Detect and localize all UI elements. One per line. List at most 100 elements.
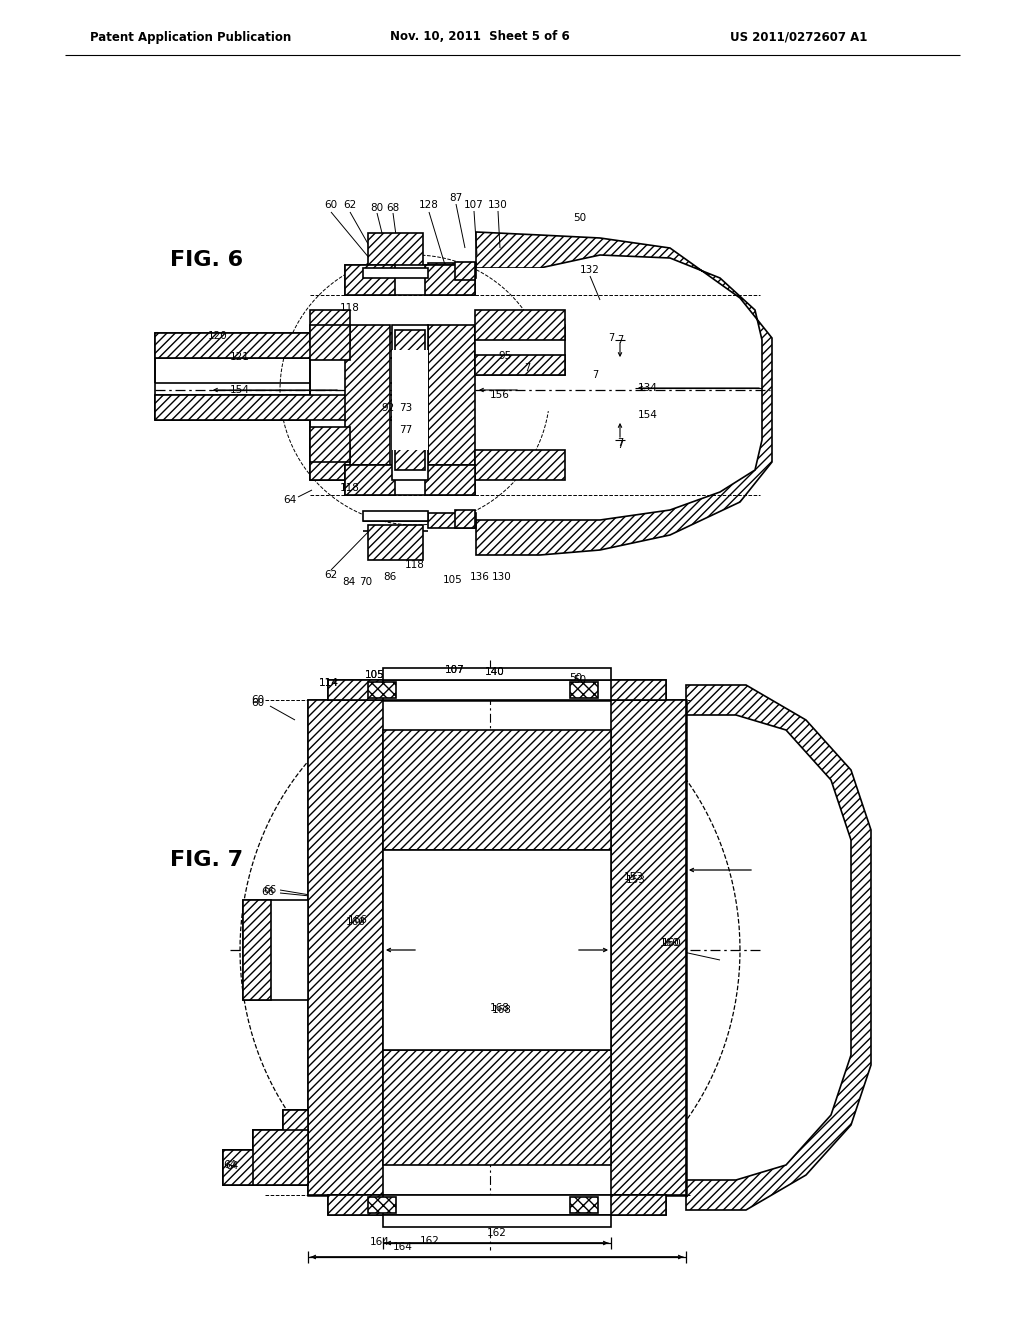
Text: 7: 7	[524, 363, 530, 374]
Bar	[476, 268, 566, 510]
Text: 87: 87	[450, 193, 463, 203]
Text: 114: 114	[319, 678, 339, 688]
Text: 84: 84	[342, 577, 355, 587]
Text: 164: 164	[393, 1242, 413, 1251]
Bar	[362, 511, 428, 521]
Bar	[310, 310, 350, 345]
Text: 132: 132	[580, 265, 600, 275]
Polygon shape	[223, 1110, 308, 1185]
Bar	[223, 1150, 308, 1185]
Text: 7: 7	[608, 333, 614, 343]
Bar	[243, 900, 271, 1001]
Text: 107: 107	[445, 665, 465, 675]
Text: 120: 120	[208, 331, 228, 341]
Bar	[475, 355, 565, 375]
Bar	[345, 265, 395, 294]
Text: 118: 118	[406, 560, 425, 570]
Text: 50: 50	[573, 675, 587, 685]
Bar	[310, 445, 350, 480]
Bar	[455, 261, 475, 280]
Bar	[310, 325, 350, 360]
Text: 107: 107	[464, 201, 484, 210]
Text: 114: 114	[319, 678, 339, 688]
Text: 50: 50	[573, 213, 587, 223]
Bar	[570, 1197, 598, 1213]
Text: 162: 162	[420, 1236, 440, 1246]
Text: 62: 62	[325, 570, 338, 579]
Text: 140: 140	[485, 667, 505, 677]
Text: 130: 130	[488, 201, 508, 210]
Bar	[310, 426, 350, 462]
Bar	[383, 668, 611, 680]
Bar	[328, 680, 666, 700]
Text: 73: 73	[399, 403, 413, 413]
Text: 153: 153	[624, 873, 644, 882]
Bar	[253, 1130, 308, 1185]
Bar	[455, 510, 475, 528]
Text: FIG. 7: FIG. 7	[170, 850, 243, 870]
Bar	[611, 700, 686, 1195]
Text: 105: 105	[366, 671, 385, 680]
Text: 7: 7	[592, 370, 598, 380]
Bar	[368, 1197, 396, 1213]
Text: 166: 166	[348, 915, 368, 925]
Bar	[328, 680, 383, 700]
Text: 168: 168	[490, 1003, 510, 1012]
Text: 64: 64	[284, 495, 297, 506]
Text: 154: 154	[638, 411, 658, 420]
Bar	[345, 265, 475, 294]
Bar	[570, 682, 598, 698]
Text: 60: 60	[252, 696, 264, 705]
Text: 86: 86	[383, 572, 396, 582]
Bar	[345, 325, 390, 480]
Bar	[308, 700, 686, 1195]
Bar	[611, 680, 666, 700]
Text: 77: 77	[399, 425, 413, 436]
Text: 160: 160	[663, 939, 682, 948]
Text: 50: 50	[569, 673, 583, 682]
Text: 7: 7	[616, 335, 624, 345]
Text: Patent Application Publication: Patent Application Publication	[90, 30, 291, 44]
Text: 105: 105	[443, 576, 463, 585]
Text: 156: 156	[490, 389, 510, 400]
Text: 164: 164	[370, 1237, 390, 1247]
Text: 64: 64	[225, 1162, 239, 1171]
Bar	[155, 333, 465, 358]
Text: 130: 130	[493, 572, 512, 582]
Polygon shape	[476, 232, 772, 554]
Text: 160: 160	[660, 939, 680, 948]
Text: 118: 118	[340, 304, 360, 313]
Text: 118: 118	[340, 483, 360, 492]
Bar	[345, 465, 475, 495]
Bar	[392, 325, 428, 480]
Bar	[243, 900, 308, 1001]
Text: 64: 64	[223, 1160, 237, 1170]
Text: 162: 162	[487, 1228, 507, 1238]
Text: US 2011/0272607 A1: US 2011/0272607 A1	[730, 30, 867, 44]
Bar	[155, 395, 465, 420]
Text: Nov. 10, 2011  Sheet 5 of 6: Nov. 10, 2011 Sheet 5 of 6	[390, 30, 569, 44]
Text: 66: 66	[261, 887, 274, 898]
Text: 168: 168	[493, 1005, 512, 1015]
Text: 105: 105	[366, 671, 385, 680]
Bar	[475, 450, 565, 480]
Text: 70: 70	[359, 577, 373, 587]
Polygon shape	[223, 1110, 308, 1185]
Text: 68: 68	[386, 203, 399, 213]
Bar	[368, 525, 423, 560]
Text: 60: 60	[325, 201, 338, 210]
Text: 7: 7	[616, 438, 624, 447]
Text: 134: 134	[638, 383, 658, 393]
Bar	[383, 1049, 611, 1166]
Text: 66: 66	[263, 884, 276, 895]
Text: FIG. 6: FIG. 6	[170, 249, 243, 271]
Bar	[428, 325, 475, 480]
Text: 92: 92	[381, 403, 394, 413]
Bar	[475, 325, 565, 375]
Polygon shape	[686, 685, 871, 1210]
Bar	[425, 465, 475, 495]
Text: 80: 80	[371, 203, 384, 213]
Bar	[425, 265, 475, 294]
Bar	[345, 465, 395, 495]
Text: 166: 166	[346, 917, 366, 927]
